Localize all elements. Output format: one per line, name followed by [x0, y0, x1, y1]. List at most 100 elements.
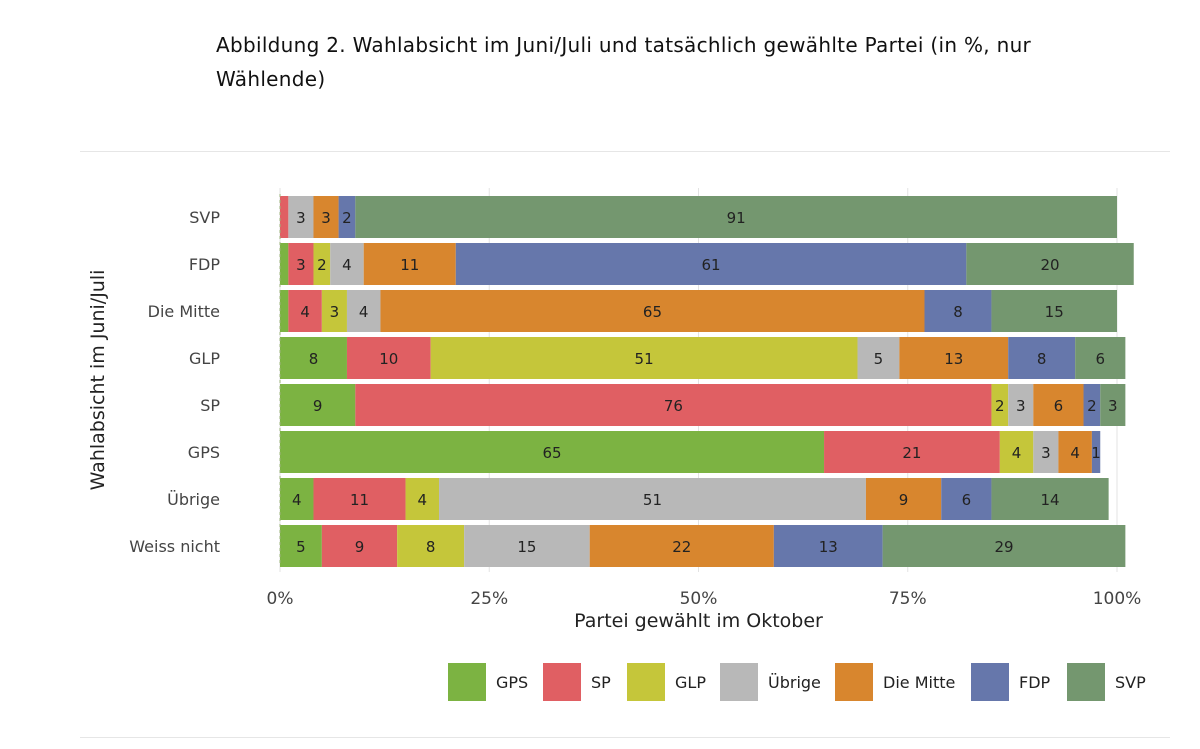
bar-segment: [405, 478, 440, 520]
data-label: 51: [643, 491, 662, 509]
data-label: 8: [426, 538, 436, 556]
bar-segment: [280, 478, 314, 520]
bar-segment: [280, 337, 347, 379]
data-label: 10: [379, 350, 398, 368]
data-label: 9: [313, 397, 323, 415]
bar-segment: [1033, 431, 1059, 473]
category-label: FDP: [189, 255, 221, 274]
data-label: 3: [1041, 444, 1051, 462]
bar-segment: [346, 337, 431, 379]
bar-segment: [1033, 384, 1084, 426]
bar-segment: [280, 290, 289, 332]
data-label: 22: [672, 538, 691, 556]
bar-segment: [280, 196, 289, 238]
data-label: 51: [635, 350, 654, 368]
bar-segment: [924, 290, 992, 332]
bar-segment: [966, 243, 1134, 285]
bar-segment: [288, 243, 314, 285]
bar-segment: [991, 478, 1109, 520]
category-label: GLP: [189, 349, 220, 368]
bar-segment: [430, 337, 858, 379]
x-tick-label: 75%: [889, 589, 927, 609]
x-axis-title: Partei gewählt im Oktober: [574, 610, 823, 632]
legend-label: Übrige: [768, 673, 821, 692]
data-label: 14: [1040, 491, 1059, 509]
bar-segment: [899, 337, 1009, 379]
legend-label: GPS: [496, 673, 528, 692]
legend-swatch: [1067, 663, 1105, 701]
legend-swatch: [627, 663, 665, 701]
bar-segment: [280, 384, 356, 426]
bar-segment: [991, 384, 1009, 426]
data-label: 9: [355, 538, 365, 556]
bar-segment: [346, 290, 381, 332]
data-label: 1: [1091, 444, 1101, 462]
data-label: 2: [1087, 397, 1097, 415]
data-label: 2: [995, 397, 1005, 415]
data-label: 13: [944, 350, 963, 368]
bar-segment: [313, 478, 406, 520]
bar-segment: [1008, 337, 1076, 379]
legend-label: GLP: [675, 673, 706, 692]
bar-segment: [280, 525, 322, 567]
bar-segment: [330, 243, 364, 285]
data-label: 3: [321, 209, 331, 227]
category-label: Weiss nicht: [129, 537, 220, 556]
x-tick-label: 25%: [470, 589, 508, 609]
bar-segment: [280, 243, 289, 285]
data-label: 20: [1040, 256, 1059, 274]
legend-swatch: [835, 663, 873, 701]
bottom-divider: [80, 737, 1170, 738]
category-label: Die Mitte: [148, 302, 220, 321]
bar-segment: [1100, 384, 1126, 426]
data-label: 15: [1045, 303, 1064, 321]
data-label: 4: [292, 491, 302, 509]
data-label: 3: [296, 209, 306, 227]
data-label: 91: [727, 209, 746, 227]
bar-segment: [1058, 431, 1092, 473]
data-label: 4: [1012, 444, 1022, 462]
data-label: 65: [643, 303, 662, 321]
data-label: 4: [342, 256, 352, 274]
category-label: Übrige: [167, 490, 220, 509]
bar-segment: [380, 290, 925, 332]
legend-swatch: [971, 663, 1009, 701]
data-label: 6: [1095, 350, 1105, 368]
bar-segment: [455, 243, 967, 285]
x-tick-label: 100%: [1093, 589, 1142, 609]
bar-segment: [464, 525, 590, 567]
bar-segment: [288, 196, 314, 238]
data-label: 3: [296, 256, 306, 274]
bar-segment: [355, 384, 992, 426]
y-axis-title: Wahlabsicht im Juni/Juli: [87, 270, 109, 491]
bar-segment: [439, 478, 866, 520]
data-label: 65: [542, 444, 561, 462]
chart-title: Abbildung 2. Wahlabsicht im Juni/Juli un…: [216, 33, 1032, 91]
data-label: 6: [962, 491, 972, 509]
data-label: 5: [296, 538, 306, 556]
bar-segment: [313, 196, 339, 238]
bar-segment: [857, 337, 900, 379]
bar-segment: [991, 290, 1117, 332]
data-label: 61: [702, 256, 721, 274]
bar-segment: [288, 290, 322, 332]
data-label: 8: [1037, 350, 1047, 368]
data-label: 4: [359, 303, 369, 321]
data-label: 11: [400, 256, 419, 274]
bar-segment: [1083, 384, 1101, 426]
bar-segment: [589, 525, 774, 567]
bar-segment: [338, 196, 356, 238]
data-label: 15: [517, 538, 536, 556]
data-label: 3: [330, 303, 340, 321]
data-label: 8: [953, 303, 963, 321]
category-label: SVP: [189, 208, 220, 227]
legend-swatch: [720, 663, 758, 701]
legend-label: Die Mitte: [883, 673, 955, 692]
bar-segment: [355, 196, 1118, 238]
data-label: 29: [994, 538, 1013, 556]
bar-segment: [363, 243, 456, 285]
category-label: GPS: [188, 443, 220, 462]
bar-segment: [280, 431, 825, 473]
bar-segment: [397, 525, 465, 567]
bar-segment: [321, 525, 398, 567]
